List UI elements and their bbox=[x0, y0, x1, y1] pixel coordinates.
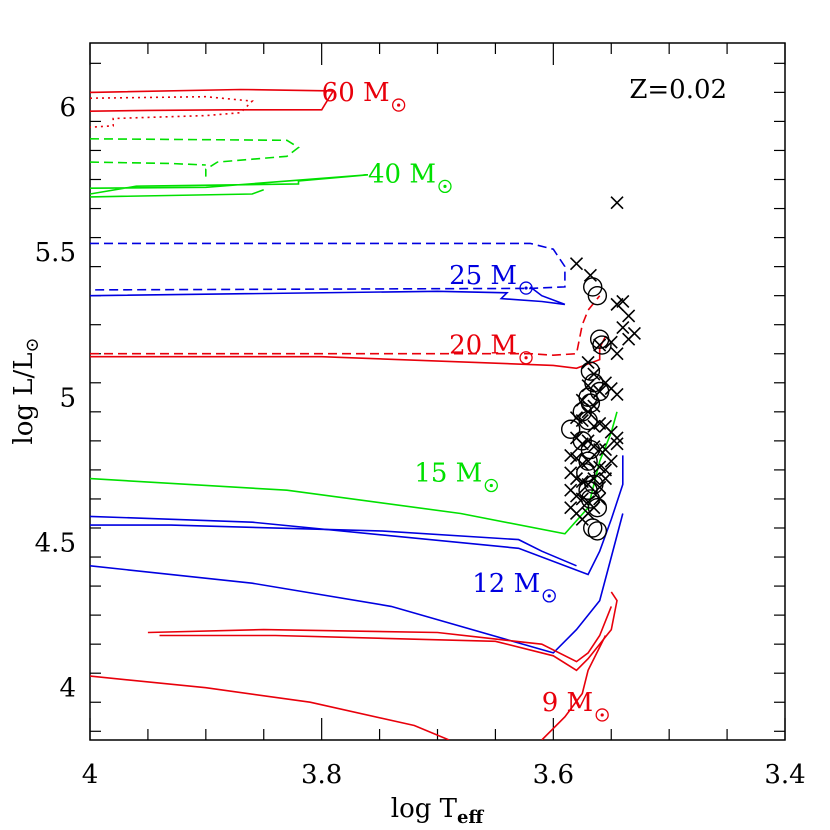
track-label: 15 M bbox=[414, 459, 482, 489]
sun-symbol bbox=[484, 478, 498, 493]
star-cross bbox=[610, 437, 624, 451]
track-line bbox=[90, 188, 264, 198]
track-label: 20 M bbox=[449, 331, 517, 361]
sun-symbol-dot bbox=[524, 356, 528, 360]
y-tick-label: 5.5 bbox=[35, 238, 76, 268]
track-line bbox=[147, 606, 613, 663]
star-cross bbox=[610, 196, 624, 210]
sun-symbol bbox=[438, 179, 452, 194]
sun-symbol-dot bbox=[547, 594, 551, 598]
star-cross bbox=[610, 347, 624, 361]
track-line bbox=[90, 295, 601, 357]
star-cross bbox=[622, 309, 636, 323]
y-axis-label-main: log L/L bbox=[9, 352, 39, 444]
star-circle bbox=[584, 474, 604, 495]
track-line bbox=[90, 88, 335, 112]
track-line bbox=[90, 411, 618, 535]
star-cross bbox=[610, 387, 624, 401]
evolution-tracks bbox=[90, 88, 624, 740]
star-circle bbox=[592, 335, 612, 355]
y-tick-label: 6 bbox=[59, 93, 76, 123]
track-line bbox=[90, 242, 566, 291]
track-line bbox=[90, 138, 300, 177]
y-axis-label: log L/L⊙ bbox=[9, 337, 43, 444]
star-circle bbox=[578, 480, 598, 500]
y-tick-label: 4 bbox=[59, 674, 76, 704]
star-cross bbox=[569, 257, 584, 271]
y-axis-label-sub: ⊙ bbox=[22, 337, 43, 352]
track-label: 12 M bbox=[472, 569, 540, 599]
star-cross bbox=[598, 443, 613, 457]
x-tick-label: 3.6 bbox=[533, 760, 574, 790]
x-tick-label: 4 bbox=[82, 760, 99, 790]
star-cross bbox=[581, 454, 595, 468]
star-circle bbox=[583, 277, 603, 297]
track-line bbox=[90, 675, 450, 740]
track-line bbox=[90, 524, 577, 567]
track-line bbox=[90, 95, 254, 128]
x-axis-label: log Teff bbox=[391, 794, 485, 828]
track-line bbox=[90, 455, 624, 576]
x-tick-label: 3.4 bbox=[764, 760, 805, 790]
star-circle bbox=[580, 361, 601, 381]
star-cross bbox=[583, 268, 597, 282]
star-cross bbox=[587, 472, 601, 486]
star-circle bbox=[578, 451, 598, 471]
sun-symbol-dot bbox=[489, 483, 493, 488]
track-label: 9 M bbox=[542, 688, 593, 718]
track-line bbox=[90, 174, 369, 195]
track-line bbox=[90, 161, 206, 166]
y-tick-label: 4.5 bbox=[35, 529, 76, 559]
sun-symbol bbox=[595, 708, 609, 722]
track-label: Z=0.02 bbox=[629, 75, 727, 105]
star-cross bbox=[622, 332, 636, 346]
sun-symbol-dot bbox=[600, 713, 604, 717]
star-cross bbox=[610, 431, 624, 445]
sun-symbol-dot bbox=[443, 184, 447, 188]
star-cross bbox=[598, 472, 613, 486]
sun-symbol-dot bbox=[524, 286, 528, 290]
track-line bbox=[90, 286, 566, 306]
star-circle bbox=[583, 518, 603, 538]
track-label: 40 M bbox=[368, 159, 436, 189]
x-axis-label-main: log T bbox=[391, 794, 458, 824]
track-line bbox=[541, 635, 607, 740]
sun-symbol bbox=[519, 281, 533, 295]
track-label: 25 M bbox=[449, 261, 517, 291]
star-cross bbox=[616, 321, 630, 335]
y-tick-label: 5 bbox=[59, 383, 76, 413]
star-circle bbox=[587, 497, 608, 518]
track-line bbox=[90, 513, 624, 654]
observed-stars bbox=[561, 196, 641, 541]
sun-symbol-dot bbox=[397, 103, 401, 107]
x-axis-label-sub: eff bbox=[457, 807, 484, 828]
track-line bbox=[159, 591, 618, 672]
track-labels: Z=0.02 60 M 40 M 25 M 20 M 15 M 12 M 9 M bbox=[322, 75, 727, 722]
axis-tick-labels: 4 3.8 3.6 3.4 4 4.5 5 5.5 6 bbox=[35, 93, 806, 790]
star-cross bbox=[593, 338, 607, 352]
sun-symbol bbox=[519, 351, 533, 365]
star-cross bbox=[604, 454, 618, 468]
star-circle bbox=[587, 521, 608, 541]
star-cross bbox=[616, 294, 630, 309]
star-circle bbox=[587, 285, 608, 306]
x-tick-label: 3.8 bbox=[301, 760, 342, 790]
sun-symbol bbox=[542, 589, 556, 603]
star-circle bbox=[580, 439, 601, 460]
sun-symbol bbox=[392, 98, 406, 112]
star-circle bbox=[561, 419, 581, 439]
track-label: 60 M bbox=[322, 78, 390, 108]
star-circle bbox=[578, 410, 598, 431]
